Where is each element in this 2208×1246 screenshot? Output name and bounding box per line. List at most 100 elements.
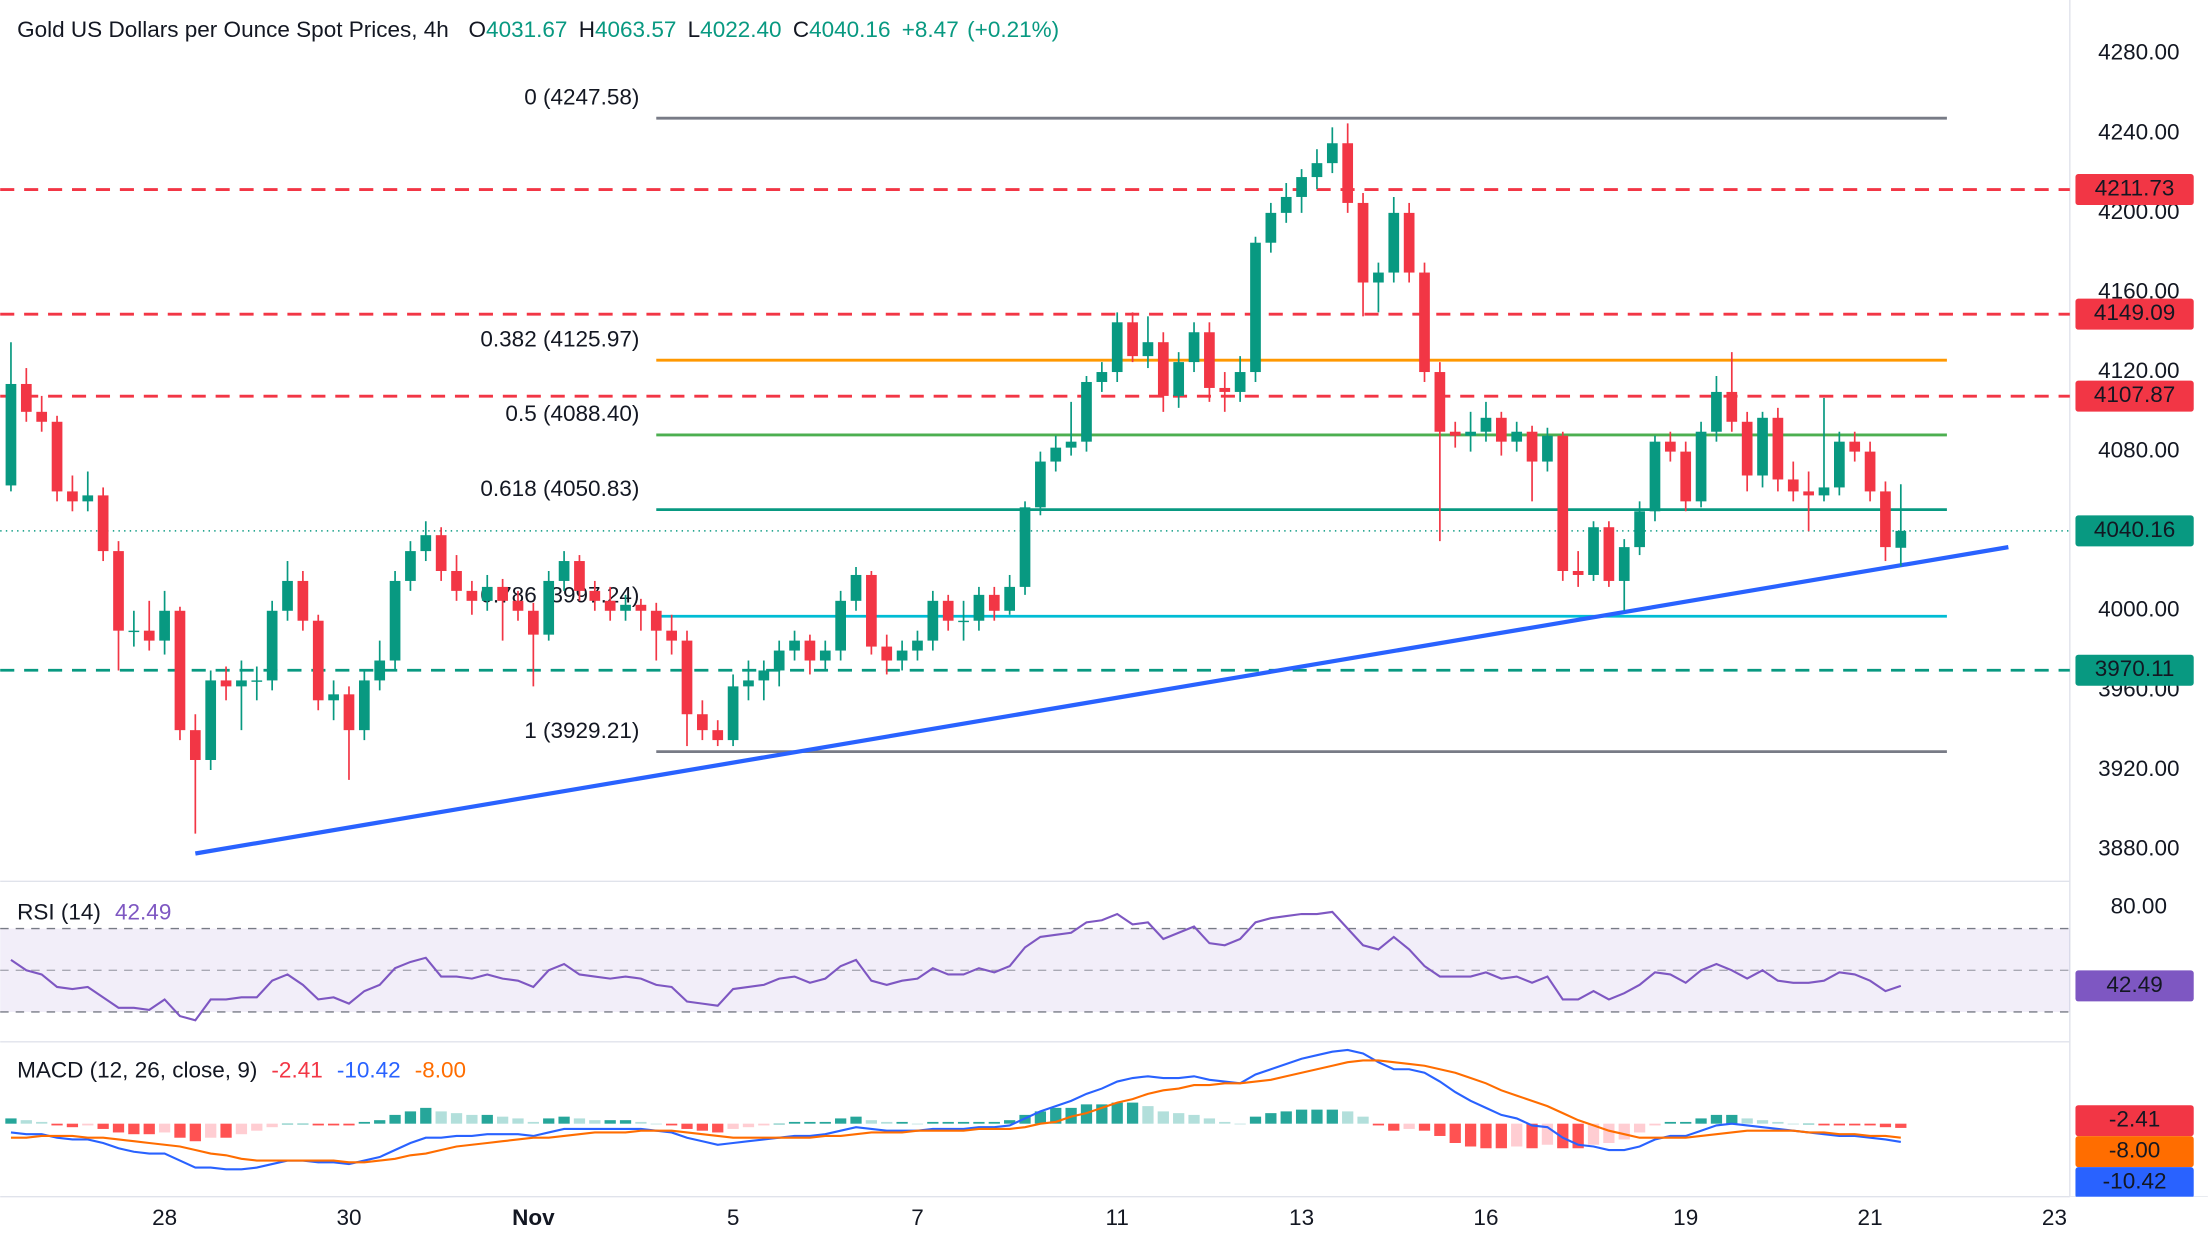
macd-signal-line <box>10 1059 1901 1164</box>
macd-hist-bar <box>1219 1121 1231 1124</box>
header: Gold US Dollars per Ounce Spot Prices, 4… <box>17 17 1059 42</box>
ohlc-key: H <box>579 17 595 42</box>
macd-hist-bar <box>235 1123 248 1135</box>
candle-body <box>435 535 447 571</box>
candle-body <box>988 594 1000 611</box>
candle-body <box>973 594 985 621</box>
macd-hist-bar <box>742 1123 755 1128</box>
macd-hist-bar <box>1173 1113 1185 1124</box>
rsi-tag: 42.49 <box>2106 972 2162 997</box>
y-tick-label: 4000.00 <box>2098 597 2179 622</box>
candle-body <box>67 491 78 502</box>
macd-hist-bar <box>650 1123 662 1125</box>
trendline <box>194 545 2009 856</box>
macd-hist-bar <box>1818 1123 1830 1126</box>
candle-body <box>1219 387 1231 392</box>
fib-label: 0 (4247.58) <box>524 84 639 109</box>
macd-hist-bar <box>957 1121 970 1124</box>
candle-body <box>574 561 585 591</box>
candle-body <box>1572 570 1584 575</box>
candle-body <box>1419 272 1430 373</box>
candle-body <box>466 590 478 601</box>
macd-hist-bar <box>1142 1106 1154 1124</box>
candle-body <box>1357 202 1369 283</box>
candle-body <box>1035 461 1046 508</box>
candle-body <box>942 600 954 621</box>
fib-label: 0.5 (4088.40) <box>505 401 639 426</box>
macd-hist-bar <box>420 1107 432 1124</box>
last-price-tag: 4040.16 <box>2094 517 2175 542</box>
candle-body <box>1542 435 1553 462</box>
candle-body <box>1188 332 1200 363</box>
macd-hist-bar <box>1787 1123 1799 1125</box>
macd-label: MACD (12, 26, close, 9) <box>17 1057 257 1082</box>
macd-hist-bar <box>1587 1123 1600 1145</box>
macd-hist-bar <box>1234 1123 1246 1125</box>
candle-body <box>604 600 616 611</box>
candle-body <box>205 680 217 760</box>
macd-hist-bar <box>635 1121 647 1124</box>
candle-body <box>650 610 662 631</box>
candle-body <box>1280 196 1292 213</box>
macd-hist-bar <box>1849 1123 1861 1126</box>
candle-body <box>1618 547 1630 581</box>
level-tag-bg <box>2075 654 2194 686</box>
macd-hist-bar <box>5 1118 17 1124</box>
axis-cover <box>2069 1196 2208 1246</box>
macd-hist-bar <box>543 1118 555 1124</box>
candle-body <box>1296 177 1307 197</box>
macd-signal-value: -8.00 <box>415 1057 466 1082</box>
macd-hist-bar <box>666 1123 678 1126</box>
macd-hist-bar <box>97 1123 109 1129</box>
y-tick-label: 4120.00 <box>2098 358 2179 383</box>
macd-hist-bar <box>1403 1123 1415 1129</box>
y-tick-label: 3920.00 <box>2098 756 2179 781</box>
macd-hist-bar <box>927 1121 939 1124</box>
ohlc-key: C <box>793 17 809 42</box>
macd-hist-bar <box>1802 1123 1815 1125</box>
macd-hist-bar <box>343 1123 355 1126</box>
candle-body <box>635 604 647 611</box>
macd-hist-bar <box>374 1120 386 1124</box>
y-tick-label: 3880.00 <box>2098 835 2179 860</box>
candle-body <box>389 580 401 661</box>
ohlc-value: 4063.57 <box>595 17 676 42</box>
macd-hist-bar <box>973 1121 985 1124</box>
x-tick-label: 5 <box>727 1205 740 1230</box>
macd-hist-bar <box>1157 1111 1169 1124</box>
candle-body <box>1741 421 1753 476</box>
candle-body <box>927 600 939 641</box>
macd-hist-bar <box>82 1123 94 1126</box>
macd-hist-bar <box>189 1123 201 1142</box>
candle-body <box>773 650 785 671</box>
macd-hist-bar <box>1480 1123 1492 1149</box>
ohlc-change: +8.47 <box>902 17 959 42</box>
macd-hist-bar <box>819 1121 831 1124</box>
macd-hist-bar <box>1526 1123 1538 1149</box>
candle-body <box>1388 212 1400 273</box>
candle-body <box>1449 431 1461 436</box>
candle-body <box>1142 342 1154 357</box>
candle-body <box>97 495 109 552</box>
header-bg <box>0 8 1197 54</box>
macd-hist-bar <box>205 1123 217 1138</box>
candle-body <box>1173 362 1185 396</box>
candle-body <box>1250 242 1261 373</box>
candle-body <box>220 680 232 687</box>
macd-hist-bar <box>327 1123 340 1126</box>
y-tick-label: 4080.00 <box>2098 438 2179 463</box>
candle-body <box>1096 372 1108 382</box>
macd-hist-bar <box>435 1111 447 1124</box>
macd-hist-bar <box>1280 1111 1292 1124</box>
candle-body <box>681 640 693 715</box>
macd-hist-bar <box>1618 1123 1630 1140</box>
candle-body <box>1895 530 1907 548</box>
macd-hist-bar <box>1004 1120 1016 1124</box>
candle-body <box>1004 586 1016 611</box>
macd-hist-bar <box>20 1120 32 1124</box>
candle-body <box>82 495 94 502</box>
macd-hist-bar <box>1388 1123 1400 1131</box>
candle-body <box>1373 272 1384 283</box>
candle-body <box>1834 441 1845 488</box>
